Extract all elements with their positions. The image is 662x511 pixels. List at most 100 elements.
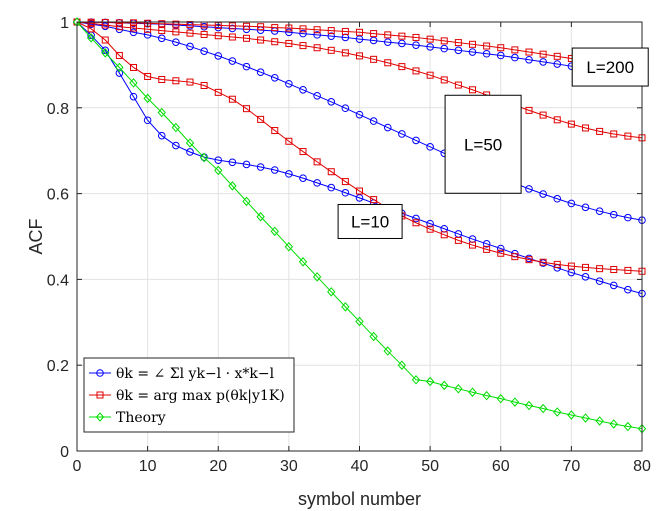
data-point [157, 131, 166, 140]
data-point [355, 110, 364, 119]
data-point [101, 48, 110, 58]
x-tick-label: 50 [421, 458, 439, 475]
data-point [228, 22, 236, 30]
data-point [271, 38, 279, 46]
data-point [271, 127, 279, 135]
legend-box [83, 357, 295, 433]
data-point [369, 117, 378, 125]
data-point [158, 20, 166, 28]
data-point [172, 38, 180, 46]
data-point [144, 72, 152, 80]
data-point [525, 48, 533, 56]
data-point [200, 47, 208, 55]
data-point [228, 181, 237, 191]
data-point [469, 86, 476, 94]
data-point [383, 38, 392, 46]
data-point [469, 241, 476, 249]
data-point [243, 22, 250, 30]
data-point [482, 49, 491, 58]
data-point [257, 115, 265, 123]
y-tick-label: 0.8 [47, 101, 69, 118]
data-point [553, 407, 562, 417]
annotation-text: L=50 [464, 135, 502, 154]
data-point [327, 97, 336, 106]
annotation-l50: L=50 [444, 94, 522, 194]
data-point [101, 46, 110, 55]
data-point [468, 387, 477, 397]
y-axis-label: ACF [26, 218, 46, 254]
data-point [370, 196, 378, 204]
x-tick-label: 30 [280, 458, 298, 475]
data-point [242, 160, 251, 169]
data-point [581, 413, 590, 423]
data-point [299, 25, 307, 33]
x-tick-label: 20 [209, 458, 227, 475]
data-point [313, 44, 321, 52]
series-l50-angle [73, 18, 646, 224]
data-point [341, 178, 349, 186]
data-point [200, 30, 208, 38]
data-point [157, 107, 166, 118]
data-point [86, 33, 96, 43]
data-point [610, 266, 618, 274]
data-point [454, 384, 463, 394]
x-tick-label: 40 [351, 458, 369, 475]
data-point [553, 194, 562, 203]
legend-entry: Theory [89, 410, 166, 426]
data-point [397, 360, 407, 370]
data-point [411, 375, 421, 385]
legend: θk = ∠ Σl yk−l · x*k−l θk = arg max p(θk|… [83, 357, 295, 433]
data-point [440, 380, 449, 391]
data-point [412, 136, 420, 145]
data-point [299, 29, 307, 38]
data-point [341, 188, 350, 197]
data-point [539, 58, 547, 66]
series-line [76, 21, 643, 272]
data-point [383, 346, 392, 356]
data-point [440, 37, 448, 45]
data-point [525, 106, 533, 114]
data-point [482, 239, 491, 248]
data-point [299, 174, 307, 182]
data-point [511, 253, 519, 261]
legend-marker [96, 391, 104, 399]
data-point [595, 207, 604, 215]
data-point [186, 29, 194, 37]
data-point [186, 78, 194, 86]
data-point [186, 148, 194, 156]
data-point [130, 63, 137, 71]
data-point [510, 397, 520, 407]
data-point [185, 138, 195, 148]
data-point [313, 31, 321, 39]
legend-label: θk = arg max p(θk|y1K) [116, 388, 285, 404]
data-point [285, 170, 293, 178]
data-point [412, 33, 420, 41]
data-point [567, 262, 575, 270]
data-point [582, 263, 589, 271]
y-tick-label: 0.4 [47, 272, 69, 289]
y-tick-label: 0.6 [47, 187, 69, 204]
data-point [624, 132, 632, 140]
data-point [172, 77, 180, 85]
data-point [624, 285, 632, 294]
data-point [496, 51, 505, 60]
data-point [228, 158, 237, 167]
data-point [425, 376, 435, 387]
data-point [553, 60, 562, 68]
data-point [369, 331, 378, 342]
x-axis-label: symbol number [298, 489, 421, 509]
data-point [356, 187, 363, 195]
data-point [101, 36, 109, 44]
data-point [412, 214, 420, 223]
data-point [596, 127, 604, 135]
annotation-box [337, 203, 403, 239]
data-point [172, 141, 180, 150]
data-point [172, 28, 180, 36]
data-point [299, 148, 307, 156]
data-point [270, 166, 279, 174]
data-point [341, 27, 349, 35]
data-point [115, 69, 124, 77]
data-point [157, 34, 166, 43]
data-point [609, 281, 618, 290]
